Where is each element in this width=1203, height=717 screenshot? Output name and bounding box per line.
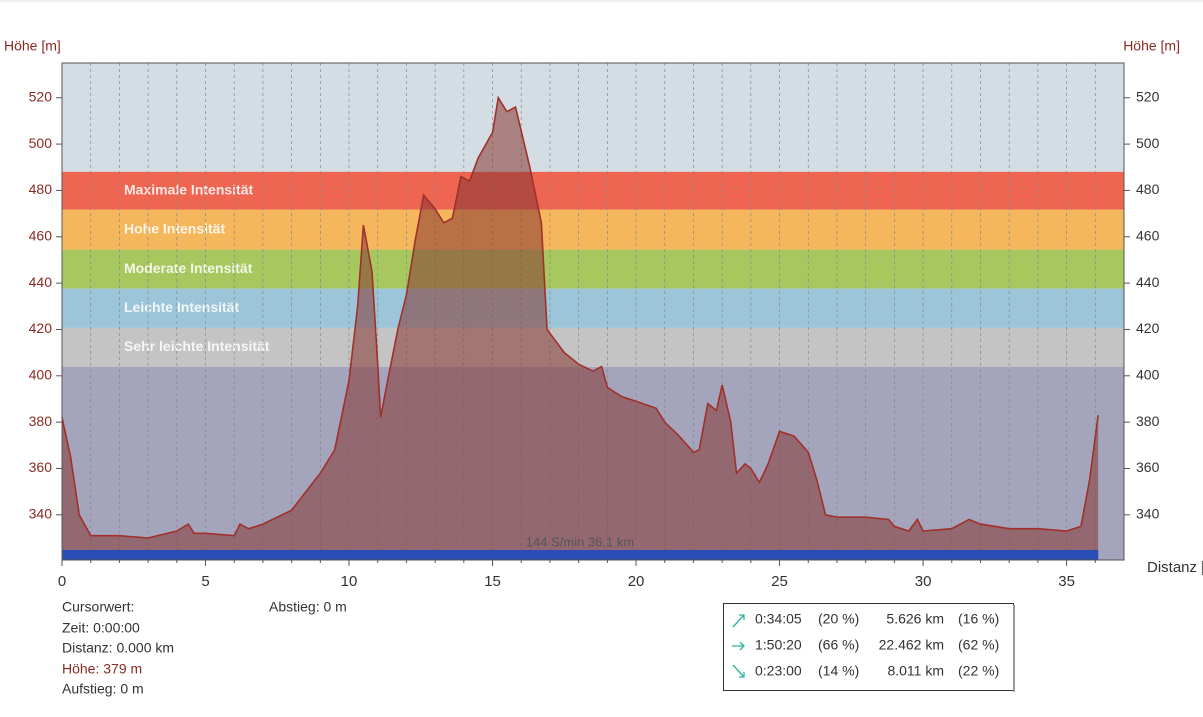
zone-label: Maximale Intensität: [124, 181, 253, 197]
zone-label: Moderate Intensität: [124, 260, 253, 276]
stats-cell: (62 %): [958, 637, 999, 653]
stats-cell: (22 %): [958, 663, 999, 679]
x-tick-label: 30: [915, 573, 932, 590]
x-tick-label: 0: [58, 573, 66, 590]
stats-cell: (14 %): [818, 663, 859, 679]
zone-label: Sehr leichte Intensität: [124, 338, 270, 354]
x-tick-label: 15: [484, 573, 501, 590]
cursor-heading: Cursorwert:: [62, 599, 134, 615]
y-tick-label: 440: [29, 274, 53, 290]
cursor-distance: Distanz: 0.000 km: [62, 640, 174, 656]
x-tick-label: 35: [1058, 573, 1075, 590]
y-tick-label: 500: [29, 135, 53, 151]
y2-tick-label: 340: [1136, 506, 1160, 522]
y-tick-label: 520: [29, 88, 53, 104]
cursor-descent: Abstieg: 0 m: [269, 599, 347, 615]
cursor-time: Zeit: 0:00:00: [62, 620, 140, 636]
stats-cell: 1:50:20: [755, 637, 802, 653]
x-tick-label: 10: [341, 573, 358, 590]
elevation-line: [61, 95, 1099, 539]
stats-cell: 0:34:05: [755, 611, 802, 627]
zone-label: Leichte Intensität: [124, 299, 239, 315]
stats-cell: 8.011 km: [887, 663, 944, 679]
y-tick-label: 480: [29, 181, 53, 197]
cursor-ascent: Aufstieg: 0 m: [62, 681, 144, 697]
y2-axis-label: Höhe [m]: [1123, 38, 1180, 54]
stats-cell: (20 %): [818, 611, 859, 627]
y-tick-label: 420: [29, 320, 53, 336]
x-tick-label: 5: [201, 573, 209, 590]
annotation: 144 S/min 36.1 km: [526, 534, 634, 549]
stats-cell: 0:23:00: [755, 663, 802, 679]
direction-icon: [732, 614, 745, 628]
stats-cell: 22.462 km: [879, 637, 944, 653]
zone-band: [62, 209, 1124, 250]
y2-tick-label: 420: [1136, 320, 1160, 336]
stats-table: 0:34:05 (20 %) 5.626 km (16 %) 1:50:20 (66 %)…: [732, 611, 999, 679]
x-tick-label: 25: [771, 573, 788, 590]
stats-cell: 5.626 km: [886, 611, 944, 627]
zone-band: [62, 249, 1124, 289]
zone-band: [62, 327, 1124, 367]
y-tick-label: 460: [29, 227, 53, 243]
x-tick-label: 20: [628, 573, 645, 590]
y2-tick-label: 480: [1136, 181, 1160, 197]
y-tick-label: 400: [29, 367, 53, 383]
y-tick-label: 360: [29, 459, 53, 475]
stats-cell: (16 %): [958, 611, 999, 627]
zone-band: [62, 288, 1124, 328]
y2-tick-label: 380: [1136, 413, 1160, 429]
y2-tick-label: 460: [1136, 227, 1160, 243]
zone-label: Hohe Intensität: [124, 220, 225, 236]
cursor-height: Höhe: 379 m: [62, 661, 142, 677]
zone-band: [62, 171, 1124, 210]
cadence-bar: [62, 550, 1099, 560]
stats-box: [723, 603, 1014, 691]
x-axis-label: Distanz [km]: [1147, 559, 1203, 576]
direction-icon: [732, 664, 745, 678]
elevation-area: [62, 97, 1099, 560]
direction-icon: [732, 641, 745, 651]
stats-cell: (66 %): [818, 637, 859, 653]
y2-tick-label: 360: [1136, 459, 1160, 475]
y2-tick-label: 500: [1136, 135, 1160, 151]
plot-frame: [61, 62, 1125, 561]
y2-tick-label: 400: [1136, 367, 1160, 383]
plot: Maximale Intensität Hohe Intensität Modera…: [29, 62, 1160, 590]
y-tick-label: 380: [29, 413, 53, 429]
y2-tick-label: 520: [1136, 88, 1160, 104]
y-tick-label: 340: [29, 506, 53, 522]
y-axis-label: Höhe [m]: [4, 38, 61, 54]
y2-tick-label: 440: [1136, 274, 1160, 290]
